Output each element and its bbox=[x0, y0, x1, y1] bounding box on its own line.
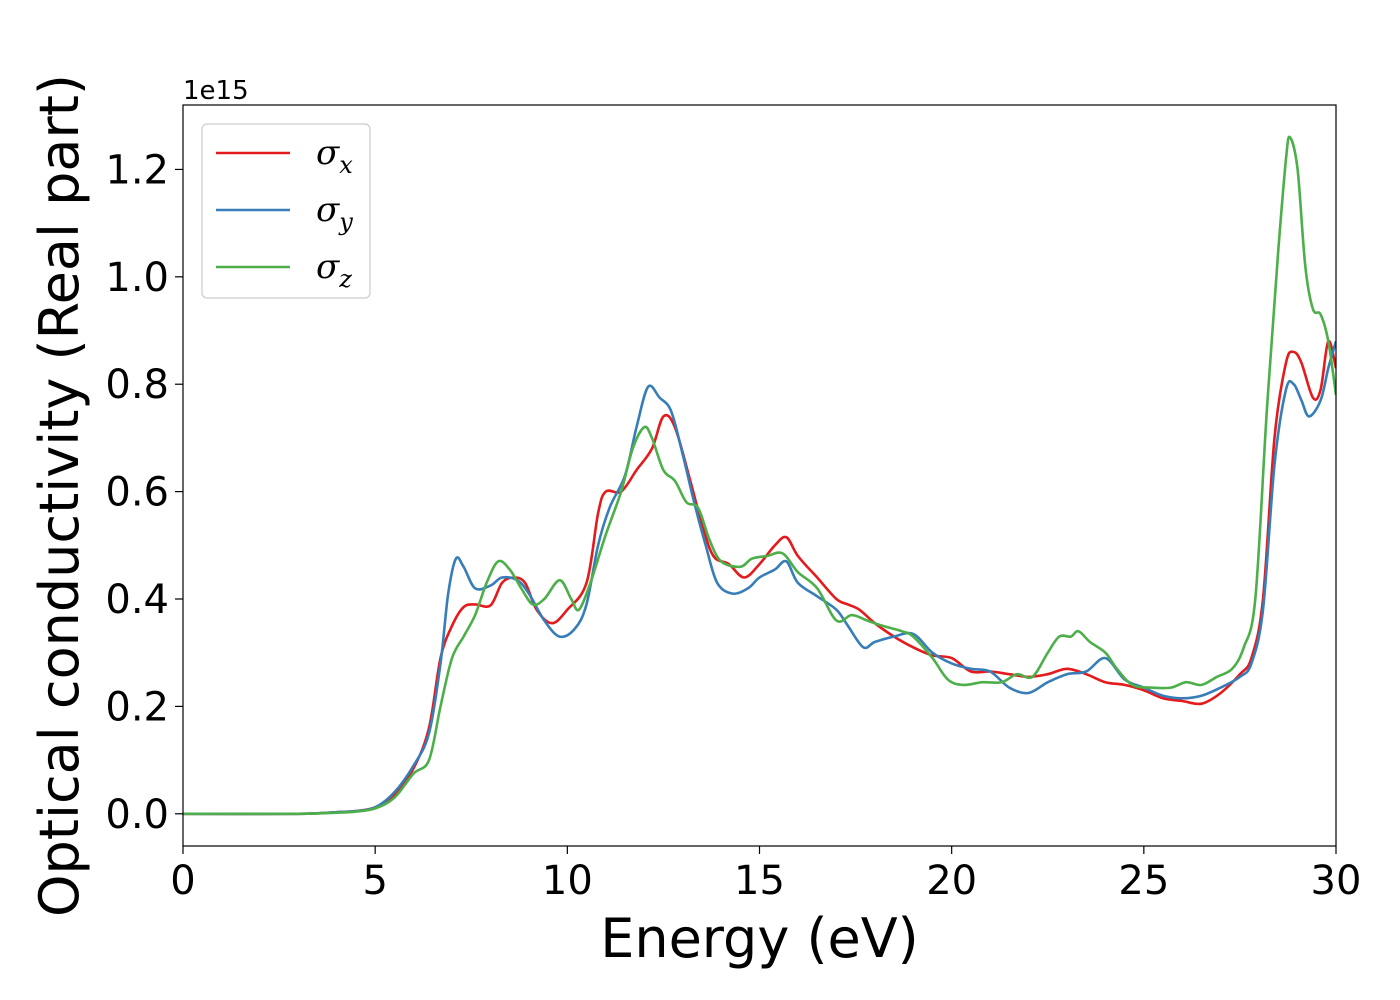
y-tick-label: 0.0 bbox=[105, 792, 169, 838]
x-tick-label: 0 bbox=[170, 858, 195, 904]
x-axis-title: Energy (eV) bbox=[600, 907, 919, 970]
y-tick-label: 0.8 bbox=[105, 362, 169, 408]
x-tick-label: 20 bbox=[926, 858, 977, 904]
x-axis: 0 5 10 15 20 25 30 bbox=[170, 846, 1361, 904]
legend: σx σy σz bbox=[201, 123, 371, 299]
y-tick-label: 1.2 bbox=[105, 147, 169, 193]
x-tick-label: 15 bbox=[734, 858, 785, 904]
x-tick-label: 5 bbox=[362, 858, 387, 904]
y-axis-title: Optical conductivity (Real part) bbox=[28, 74, 91, 917]
y-tick-label: 0.4 bbox=[105, 577, 169, 623]
series-layer bbox=[183, 135, 1336, 816]
series-line-y bbox=[183, 340, 1336, 816]
y-tick-label: 0.2 bbox=[105, 684, 169, 730]
legend-label-x: σx bbox=[316, 133, 353, 179]
legend-label-y: σy bbox=[316, 190, 353, 236]
x-tick-label: 30 bbox=[1311, 858, 1362, 904]
y-axis-offset-label: 1e15 bbox=[183, 76, 249, 106]
y-tick-label: 1.0 bbox=[105, 255, 169, 301]
y-axis: 0.0 0.2 0.4 0.6 0.8 1.0 1.2 bbox=[105, 147, 183, 838]
x-tick-label: 25 bbox=[1118, 858, 1169, 904]
x-tick-label: 10 bbox=[542, 858, 593, 904]
y-tick-label: 0.6 bbox=[105, 470, 169, 516]
legend-label-z: σz bbox=[316, 247, 352, 293]
series-line-z bbox=[183, 135, 1336, 816]
